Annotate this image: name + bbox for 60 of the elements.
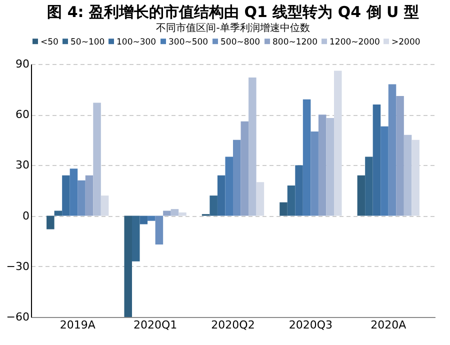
x-tick-label: 2020A: [370, 318, 407, 332]
legend-label: >2000: [392, 37, 420, 48]
y-tick-label: 60: [16, 108, 30, 122]
bar: [256, 182, 264, 216]
y-tick-label: −60: [6, 310, 30, 324]
bar: [248, 77, 256, 216]
bar: [287, 185, 296, 216]
bar: [357, 175, 366, 216]
bar: [396, 96, 404, 216]
bar: [295, 165, 303, 216]
chart-title: 图 4: 盈利增长的市值结构由 Q1 线型转为 Q4 倒 U 型: [47, 3, 419, 21]
bar: [62, 175, 70, 216]
legend-label: 500~800: [220, 37, 260, 48]
bar: [78, 180, 86, 216]
x-tick-label: 2020Q1: [133, 318, 178, 332]
bar: [132, 216, 140, 262]
bar: [225, 156, 233, 216]
bar: [388, 84, 396, 216]
bar: [380, 126, 388, 216]
legend-label: 300~500: [168, 37, 208, 48]
bar: [70, 168, 78, 216]
y-tick-label: 30: [16, 158, 30, 172]
bar: [412, 140, 420, 216]
bar: [310, 131, 318, 216]
bar: [85, 175, 94, 216]
bar: [100, 196, 109, 216]
chart-subtitle: 不同市值区间-单季利润增速中位数: [156, 22, 310, 34]
y-tick-label: −30: [6, 260, 30, 273]
bar: [170, 209, 179, 216]
bar: [93, 102, 101, 216]
y-tick-label: 0: [22, 209, 30, 222]
bar: [365, 156, 373, 216]
bar: [334, 70, 342, 216]
bar: [326, 118, 334, 216]
bar: [302, 99, 311, 216]
legend-label: <50: [40, 37, 58, 48]
x-tick-label: 2020Q2: [211, 318, 255, 332]
bar: [148, 216, 156, 221]
legend-label: 50~100: [70, 37, 105, 48]
bar: [46, 216, 54, 230]
x-tick-label: 2020Q3: [288, 318, 333, 332]
bar: [140, 216, 148, 224]
bar: [163, 210, 171, 216]
bar: [155, 216, 164, 244]
bar: [318, 114, 326, 216]
bar: [124, 216, 132, 317]
x-tick-label: 2019A: [60, 318, 96, 332]
bar: [372, 104, 381, 216]
bar: [217, 175, 226, 216]
bar: [210, 196, 218, 216]
y-tick-label: 90: [16, 58, 30, 70]
bar: [240, 121, 249, 216]
bar: [178, 212, 186, 216]
bar: [233, 140, 241, 216]
bar: [54, 210, 62, 216]
legend-label: 800~1200: [272, 37, 318, 48]
bar: [404, 134, 412, 216]
legend-label: 1200~2000: [330, 37, 380, 48]
bar: [280, 202, 288, 216]
legend-label: 100~300: [116, 37, 156, 48]
